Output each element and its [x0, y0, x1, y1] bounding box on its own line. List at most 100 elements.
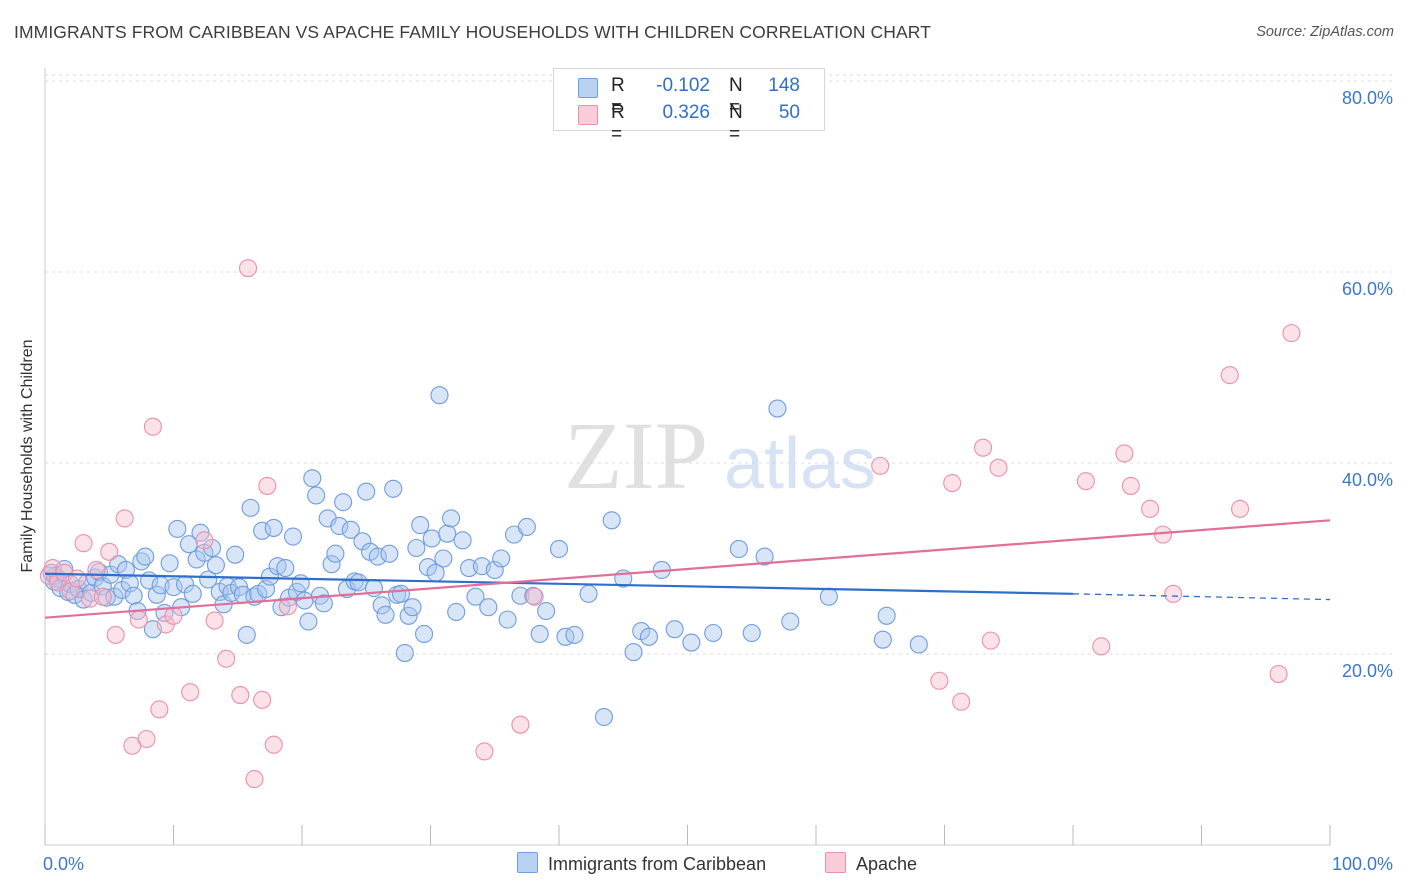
y-tick-label: 80.0%	[1342, 88, 1393, 108]
caribbean-point	[199, 570, 218, 589]
apache-point	[871, 456, 890, 475]
apache-point	[1076, 472, 1095, 491]
apache-point	[475, 742, 494, 761]
caribbean-point	[682, 633, 701, 652]
caribbean-point	[530, 624, 549, 643]
caribbean-point	[226, 545, 245, 564]
apache-point	[164, 606, 183, 625]
apache-point	[143, 417, 162, 436]
apache-point	[1121, 476, 1140, 495]
apache-point	[264, 735, 283, 754]
caribbean-point	[237, 625, 256, 644]
caribbean-point	[136, 547, 155, 566]
caribbean-point	[368, 547, 387, 566]
caribbean-point	[147, 585, 166, 604]
caribbean-point	[781, 612, 800, 631]
bottom-legend-apache: Apache	[825, 852, 917, 875]
series-apache-points	[39, 259, 1301, 789]
caribbean-point	[179, 535, 198, 554]
apache-point	[511, 715, 530, 734]
caribbean-point	[624, 643, 643, 662]
apache-point	[1220, 366, 1239, 385]
caribbean-point	[602, 511, 621, 530]
apache-point	[100, 542, 119, 561]
legend-r-label: R =	[611, 102, 625, 145]
caribbean-point	[399, 606, 418, 625]
apache-point	[1164, 584, 1183, 603]
caribbean-point	[384, 479, 403, 498]
caribbean-point	[349, 573, 368, 592]
caribbean-point	[768, 399, 787, 418]
x-tick-label-max: 100.0%	[1332, 854, 1393, 874]
caribbean-point	[264, 518, 283, 537]
caribbean-point	[268, 557, 287, 576]
caribbean-point	[873, 630, 892, 649]
caribbean-point	[283, 527, 303, 546]
apache-point	[1115, 444, 1134, 463]
bottom-legend-label: Immigrants from Caribbean	[548, 854, 767, 874]
caribbean-point	[253, 521, 272, 540]
apache-point	[1141, 499, 1160, 518]
caribbean-point	[579, 584, 598, 603]
apache-point	[1153, 525, 1172, 544]
caribbean-point	[260, 567, 279, 586]
caribbean-point	[341, 520, 360, 539]
apache-point	[181, 683, 200, 702]
apache-point	[205, 611, 224, 630]
caribbean-point	[168, 519, 187, 538]
caribbean-point	[415, 624, 434, 643]
apache-point	[106, 625, 125, 644]
apache-point	[231, 686, 250, 705]
apache-point	[93, 587, 112, 606]
apache-trend-line	[44, 519, 1331, 619]
trend-lines	[44, 519, 1331, 619]
caribbean-point	[434, 549, 453, 568]
caribbean-point	[183, 584, 202, 603]
caribbean-point	[203, 538, 222, 558]
caribbean-point	[376, 605, 395, 624]
apache-point	[217, 649, 236, 668]
caribbean-point	[403, 598, 422, 617]
y-tick-label: 60.0%	[1342, 279, 1393, 299]
apache-point	[1231, 499, 1250, 518]
caribbean-point	[639, 627, 659, 646]
apache-point	[68, 569, 87, 588]
caribbean-point	[498, 610, 517, 629]
apache-point	[137, 729, 156, 749]
caribbean-point	[411, 516, 430, 535]
apache-point	[238, 259, 258, 278]
caribbean-point	[729, 539, 748, 559]
apache-point	[1282, 324, 1301, 343]
bottom-legend-caribbean: Immigrants from Caribbean	[517, 852, 766, 875]
bottom-legend-swatch-pink	[825, 852, 846, 873]
caribbean-point	[206, 556, 225, 575]
caribbean-point	[276, 558, 295, 578]
apache-point	[930, 671, 949, 690]
caribbean-point	[565, 625, 584, 644]
tick-labels: 20.0% 40.0% 60.0% 80.0% 0.0% 100.0%	[43, 88, 1393, 874]
apache-point	[195, 531, 214, 550]
caribbean-point	[909, 635, 928, 654]
y-tick-label: 40.0%	[1342, 470, 1393, 490]
caribbean-point	[113, 580, 132, 600]
caribbean-point	[407, 538, 426, 558]
caribbean-point	[594, 707, 614, 727]
caribbean-point	[430, 386, 449, 405]
caribbean-point	[164, 578, 183, 597]
apache-point	[253, 690, 272, 709]
caribbean-point	[819, 587, 838, 606]
legend-r-value: 0.326	[662, 102, 710, 123]
bottom-legend-swatch-blue	[517, 852, 538, 873]
caribbean-point	[303, 469, 322, 488]
caribbean-point	[89, 562, 109, 581]
apache-point	[989, 458, 1008, 477]
apache-point	[74, 534, 93, 553]
caribbean-point	[241, 498, 260, 517]
caribbean-point	[537, 601, 556, 621]
caribbean-point	[124, 586, 143, 605]
apache-point	[129, 610, 148, 629]
source-credit: Source: ZipAtlas.com	[1256, 24, 1394, 40]
legend-n-value: 50	[778, 102, 800, 123]
legend-n-label: N =	[729, 102, 743, 145]
apache-point	[1092, 637, 1111, 656]
